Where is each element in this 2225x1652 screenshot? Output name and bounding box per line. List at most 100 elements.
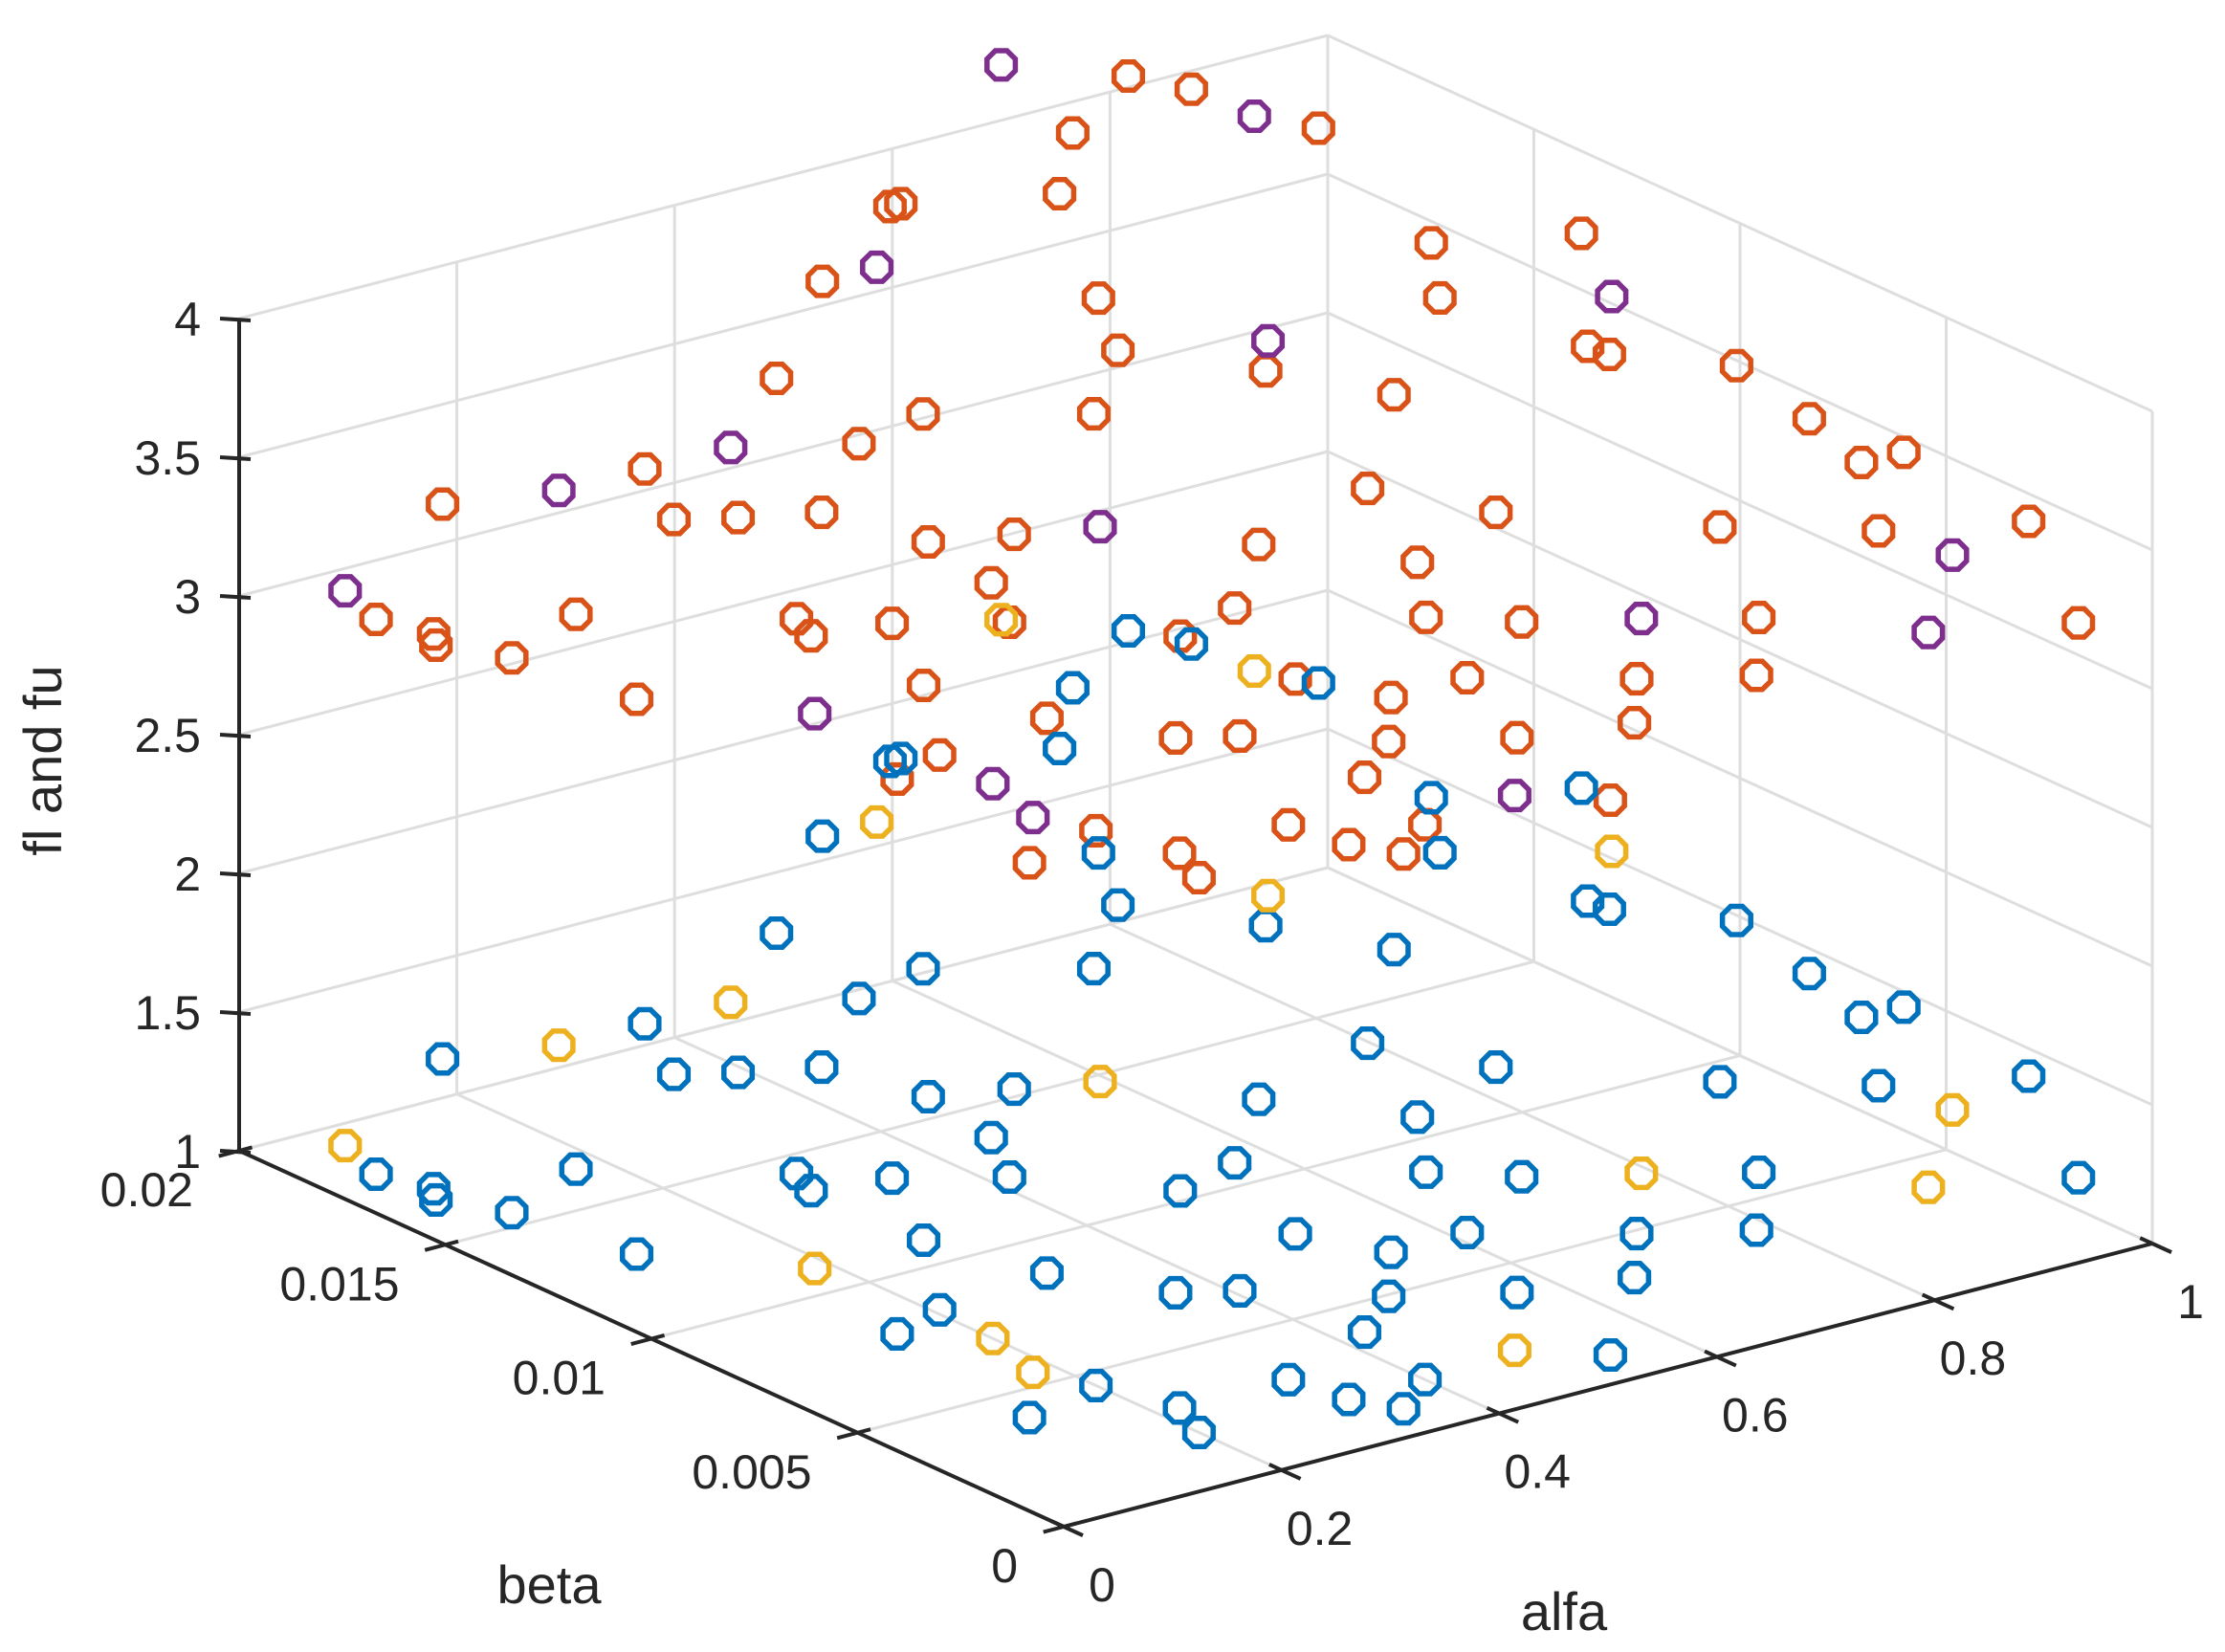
fl-point	[1242, 1082, 1276, 1116]
y-tick-label: 0.01	[513, 1352, 606, 1405]
fu-point	[1792, 402, 1826, 436]
fu-point	[559, 597, 593, 631]
fu-point	[721, 500, 756, 535]
fu-point	[1271, 807, 1306, 842]
fu-point	[804, 496, 839, 530]
fl-point	[1301, 666, 1335, 700]
fl-point	[656, 1057, 692, 1091]
fu-point	[1111, 58, 1146, 94]
fl-point	[559, 1152, 593, 1186]
fu-point	[780, 602, 814, 636]
y-tick-label: 0	[991, 1539, 1018, 1593]
fl-point	[1592, 892, 1626, 927]
fl-point	[1083, 1065, 1117, 1099]
fu-point	[1571, 329, 1605, 363]
fu-point	[1505, 605, 1539, 639]
fu-point	[1862, 514, 1896, 548]
fl-point	[1248, 909, 1283, 943]
fu-point	[1242, 527, 1276, 562]
fl-point	[1174, 627, 1208, 661]
fu-point	[1409, 600, 1443, 634]
fl-point	[721, 1055, 756, 1090]
fu-point	[1624, 602, 1659, 636]
fl-point	[1158, 1275, 1193, 1310]
fu-point	[2061, 606, 2096, 640]
fl-point	[860, 804, 894, 839]
fu-point	[1400, 545, 1435, 580]
fu-point	[328, 574, 363, 608]
x-tick	[1498, 1411, 1520, 1424]
fl-point	[1479, 1050, 1513, 1085]
fu-point	[1408, 807, 1443, 842]
fu-point	[984, 48, 1019, 82]
fu-point	[1500, 720, 1534, 755]
fu-point	[416, 617, 451, 651]
y-tick-label: 0.015	[279, 1257, 399, 1311]
x-tick	[2151, 1242, 2172, 1254]
fl-point	[974, 1120, 1008, 1155]
x-tick	[1933, 1298, 1955, 1311]
y-tick	[836, 1430, 859, 1441]
x-tick-inner	[1486, 1405, 1501, 1416]
fl-point	[911, 1079, 945, 1114]
fu-point	[1043, 176, 1077, 211]
fl-point	[804, 1050, 839, 1085]
fu-point	[872, 189, 907, 224]
fl-point	[1450, 1215, 1485, 1250]
fl-point	[1593, 1337, 1627, 1373]
fu-point	[1101, 333, 1135, 367]
sidewall-gridline-z	[1327, 172, 2153, 552]
fl-point	[1081, 836, 1115, 870]
fu-point	[1886, 435, 1921, 470]
fu-point	[1251, 323, 1286, 358]
y-tick-label: 0.005	[692, 1445, 811, 1499]
z-tick	[219, 871, 252, 877]
label-layer: 00.20.40.60.8100.0050.010.0150.0211.522.…	[100, 293, 2204, 1612]
z-tick	[219, 317, 252, 322]
fl-point	[1237, 653, 1271, 689]
fl-point	[1792, 957, 1826, 991]
fu-point	[1248, 354, 1283, 388]
fl-point	[2061, 1160, 2096, 1195]
fu-point	[976, 766, 1010, 801]
fl-point	[1595, 834, 1629, 869]
fu-point	[1844, 445, 1879, 479]
fu-point	[1332, 827, 1366, 862]
x-tick-label: 0.2	[1287, 1502, 1354, 1555]
x-tick-label: 0.6	[1722, 1388, 1789, 1442]
fl-point	[976, 1321, 1010, 1355]
fu-point	[426, 487, 460, 521]
fl-point	[922, 1292, 957, 1327]
fl-point	[1271, 1362, 1306, 1397]
fu-point	[1079, 813, 1113, 848]
fu-point	[628, 452, 662, 486]
fl-point	[794, 1174, 828, 1208]
fl-point	[1844, 1000, 1879, 1034]
x-tick-label: 1	[2177, 1275, 2204, 1329]
z-tick-label: 3.5	[134, 431, 201, 485]
z-tick-label: 3	[174, 570, 201, 624]
fu-point	[1174, 72, 1208, 106]
fu-point	[798, 696, 832, 731]
x-tick-inner	[1704, 1349, 1718, 1359]
fl-point	[541, 1028, 576, 1063]
fl-point	[1400, 1100, 1435, 1134]
y-tick-inner	[444, 1239, 459, 1247]
fu-point	[997, 518, 1031, 552]
fu-point	[1181, 860, 1216, 895]
fl-point	[1886, 990, 1921, 1024]
fu-point	[1742, 601, 1776, 635]
x-axis-title: alfa	[1521, 1581, 1608, 1641]
fl-point	[1497, 1333, 1531, 1368]
fl-point	[1101, 888, 1135, 922]
fu-point	[1076, 397, 1111, 431]
fu-point	[2012, 504, 2046, 539]
fu-point	[1386, 837, 1421, 871]
x-tick-inner	[1268, 1463, 1283, 1472]
backwall-gridline-z	[238, 172, 1329, 459]
fu-point	[805, 264, 840, 298]
fu-point	[1450, 660, 1485, 695]
fu-point	[1935, 538, 1970, 572]
z-tick	[219, 733, 252, 738]
